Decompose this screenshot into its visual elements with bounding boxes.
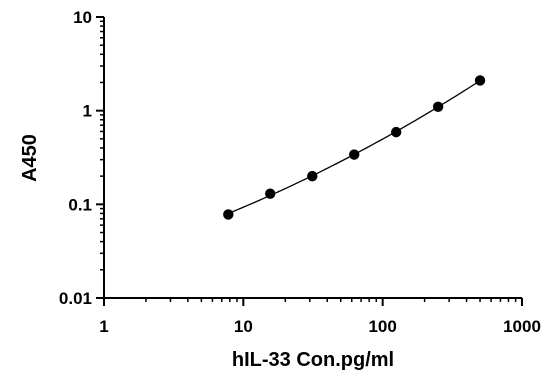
y-tick-label-3: 10 (73, 8, 92, 27)
data-point-2 (307, 170, 318, 182)
x-tick-label-1: 10 (234, 317, 253, 336)
data-point-4 (390, 126, 402, 138)
axes (103, 17, 522, 299)
y-tick-label-2: 1 (83, 102, 92, 121)
ticks (96, 16, 523, 306)
data-point-6 (474, 75, 486, 86)
data-point-3 (349, 149, 360, 160)
x-tick-label-3: 1000 (503, 317, 541, 336)
data-point-1 (265, 188, 276, 199)
data-points (223, 75, 486, 220)
data-point-5 (432, 101, 444, 112)
y-tick-label-0: 0.01 (59, 289, 92, 308)
x-tick-label-2: 100 (368, 317, 396, 336)
data-point-0 (223, 209, 234, 220)
x-axis-title: hIL-33 Con.pg/ml (232, 349, 394, 371)
y-tick-label-1: 0.1 (68, 195, 92, 214)
tick-labels: 0.01 0.1 1 10 1 10 100 1000 (59, 8, 541, 336)
y-axis-title: A450 (19, 134, 41, 182)
x-tick-label-0: 1 (99, 317, 108, 336)
